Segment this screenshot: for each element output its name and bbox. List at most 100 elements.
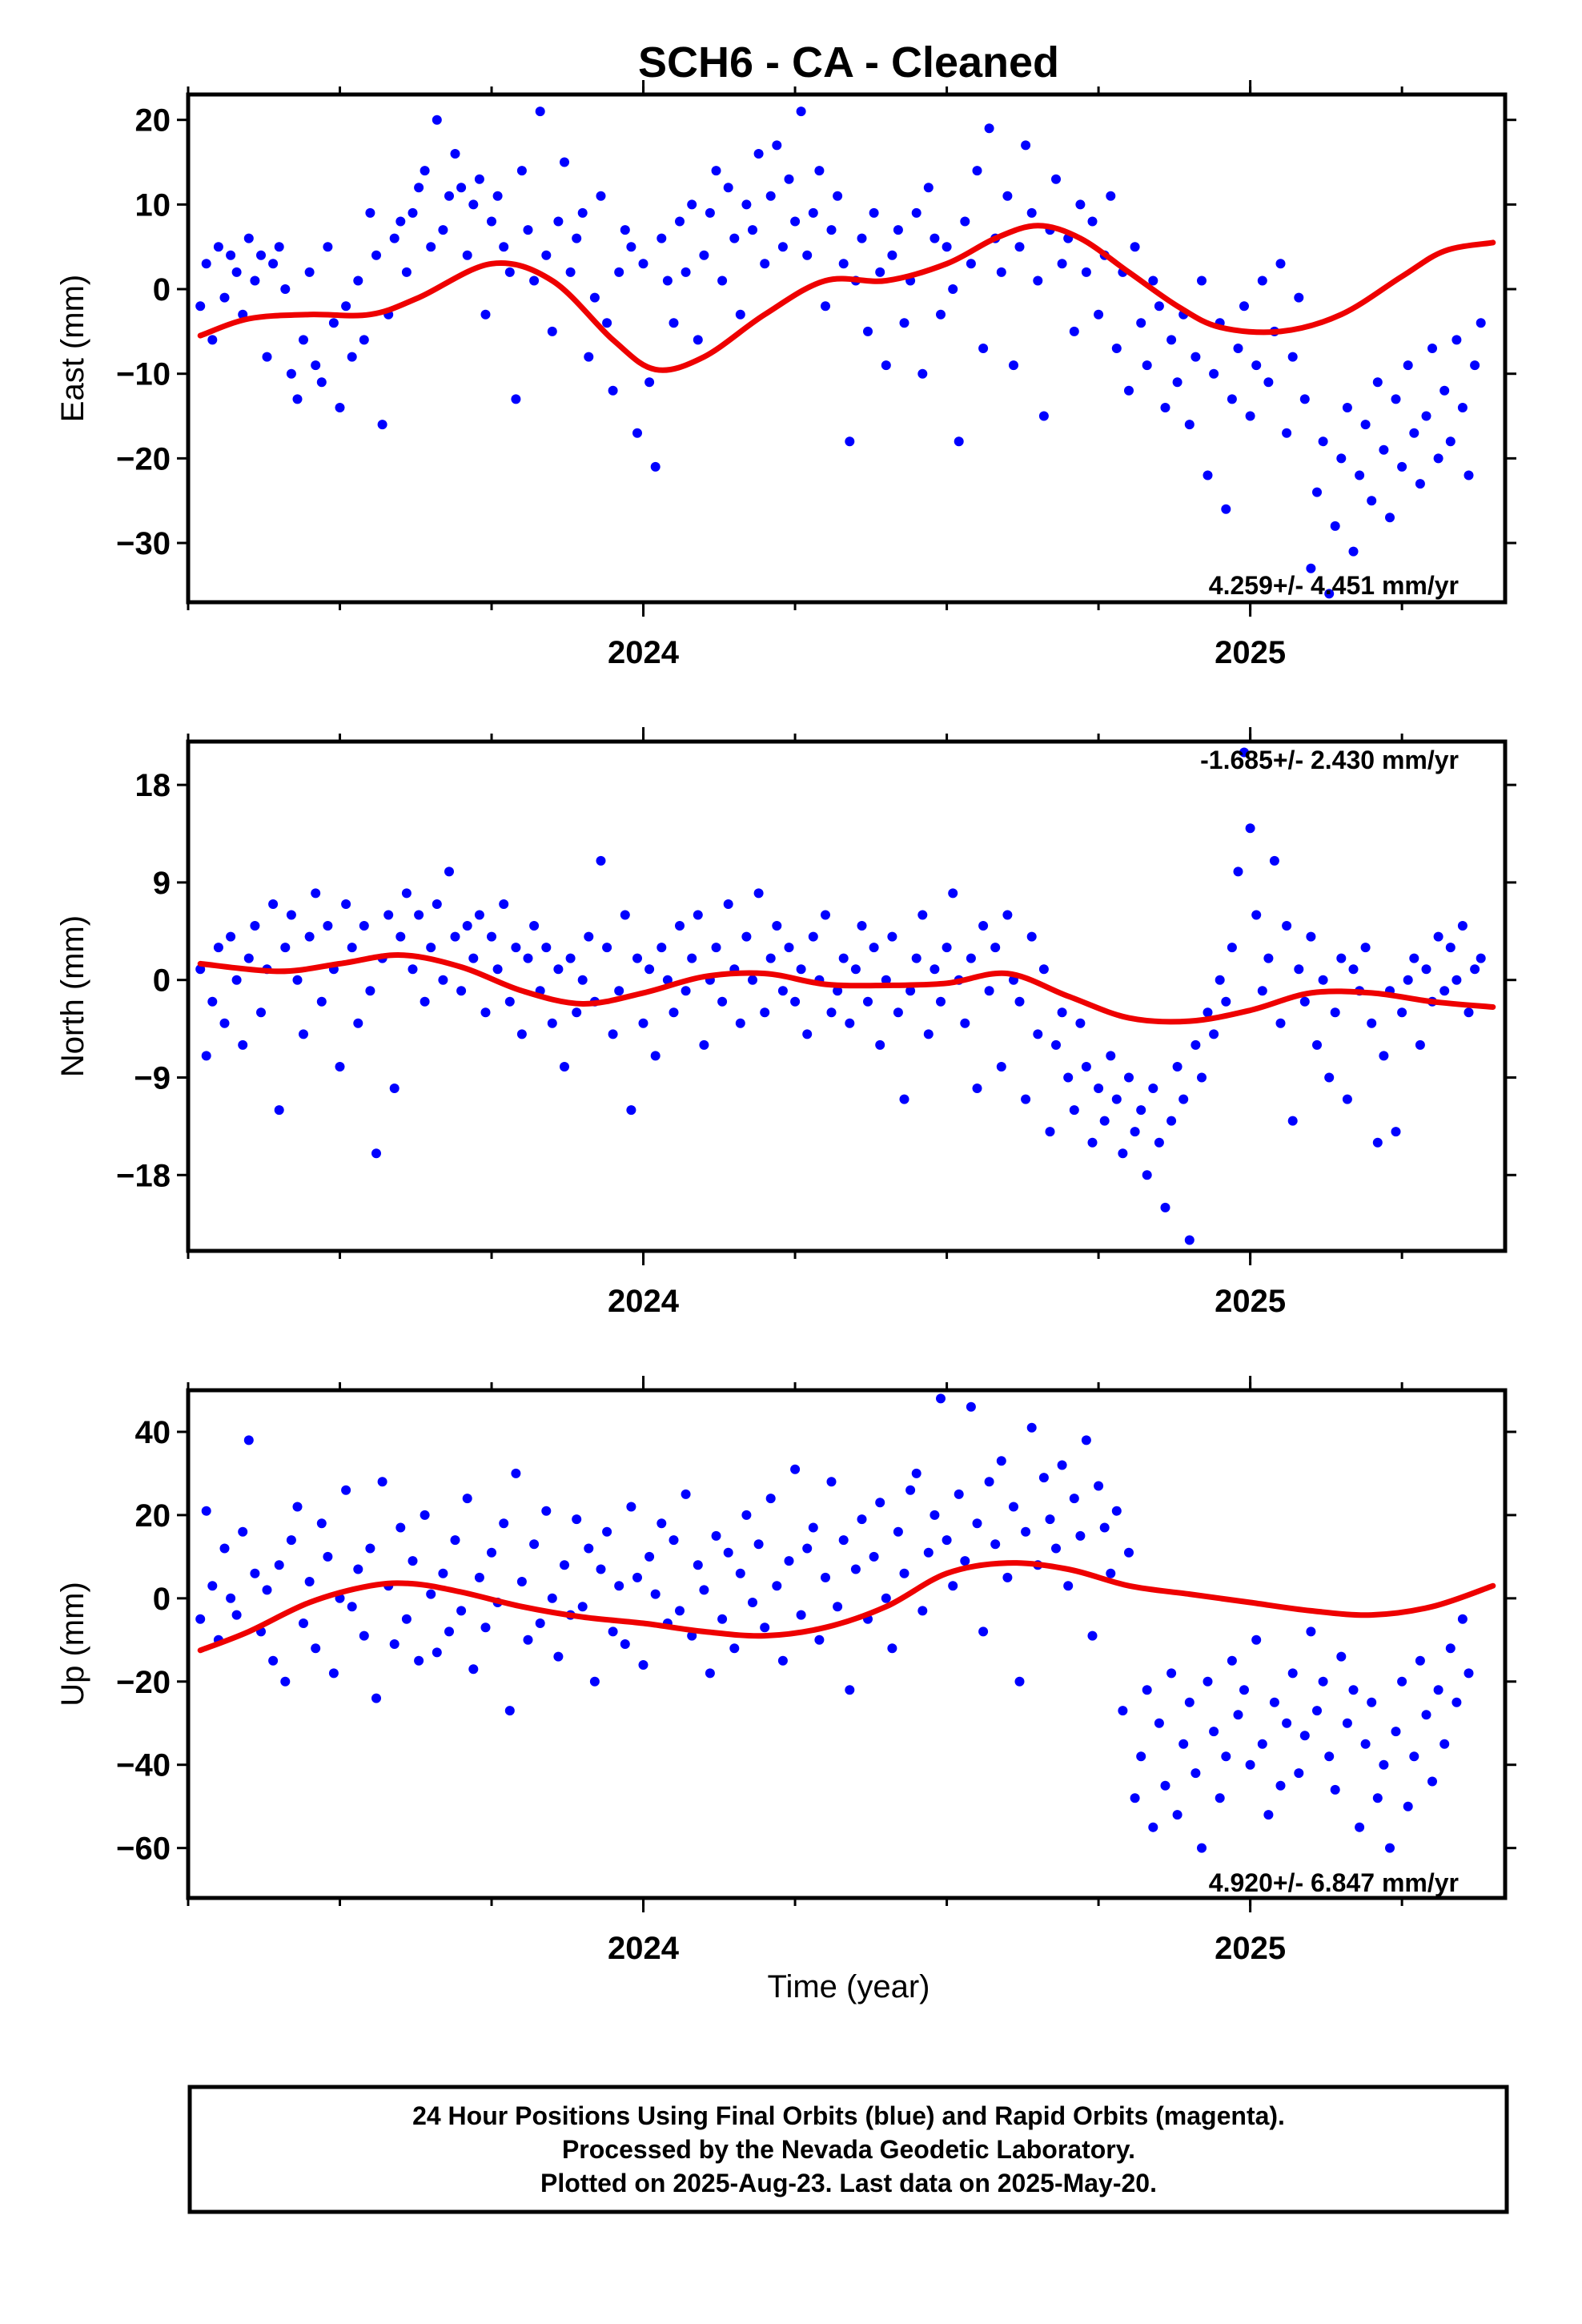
data-point (954, 1489, 964, 1499)
data-point (923, 1547, 934, 1558)
data-point (523, 953, 533, 963)
data-point (1287, 352, 1298, 362)
data-point (626, 1105, 636, 1116)
data-point (499, 899, 509, 909)
data-point (1360, 1739, 1371, 1749)
data-point (1142, 1170, 1152, 1180)
data-point (474, 1572, 484, 1582)
data-point (280, 1676, 291, 1687)
data-point (936, 1393, 946, 1404)
x-tick-label: 2024 (608, 1284, 680, 1319)
data-point (881, 360, 891, 371)
data-point (201, 1051, 211, 1061)
data-point (1439, 385, 1450, 396)
data-point (1464, 1007, 1474, 1018)
data-point (1233, 1710, 1243, 1720)
data-point (1191, 1039, 1201, 1050)
data-point (1452, 975, 1462, 985)
data-point (1197, 275, 1207, 286)
data-point (681, 986, 691, 996)
panel-north-fit (197, 952, 1496, 1025)
data-point (365, 207, 375, 218)
data-point (790, 1464, 801, 1474)
data-point (1379, 1759, 1389, 1770)
data-point (735, 309, 745, 320)
data-point (1445, 436, 1456, 447)
data-point (341, 301, 351, 312)
data-point (814, 1634, 825, 1645)
data-point (1227, 1655, 1237, 1666)
data-point (966, 259, 976, 269)
data-point (608, 1029, 618, 1039)
data-point (1233, 866, 1243, 877)
data-point (371, 1148, 381, 1159)
data-point (1379, 444, 1389, 455)
data-point (516, 166, 527, 176)
data-point (784, 943, 794, 953)
data-point (219, 292, 230, 303)
data-point (487, 1547, 496, 1558)
data-point (328, 318, 339, 328)
data-point (893, 225, 903, 235)
data-point (1299, 1731, 1310, 1741)
y-tick-label: −20 (116, 441, 171, 476)
data-point (1397, 1676, 1407, 1687)
data-point (826, 225, 837, 235)
data-point (996, 1456, 1006, 1466)
data-point (1403, 1801, 1413, 1811)
data-point (560, 1560, 569, 1570)
data-point (323, 242, 333, 252)
data-point (1257, 275, 1267, 286)
data-point (1312, 1039, 1322, 1050)
data-point (577, 207, 588, 218)
data-point (1184, 1235, 1195, 1245)
data-point (1063, 1581, 1074, 1591)
data-point (644, 964, 655, 975)
x-tick-label: 2025 (1215, 1284, 1286, 1319)
data-point (213, 943, 223, 953)
panel-east-ylabel: East (mm) (55, 275, 90, 422)
data-point (978, 344, 989, 353)
data-point (1245, 411, 1255, 421)
data-point (1118, 1706, 1128, 1716)
data-point (480, 309, 491, 320)
data-point (1403, 975, 1413, 985)
data-point (1203, 1007, 1213, 1018)
data-point (1360, 943, 1371, 953)
data-point (1002, 1572, 1013, 1582)
data-point (1312, 487, 1322, 497)
data-point (960, 1556, 970, 1566)
x-axis-label: Time (year) (768, 1969, 930, 2004)
data-point (347, 943, 357, 953)
data-point (462, 1494, 472, 1504)
data-point (596, 191, 606, 201)
data-point (741, 199, 752, 210)
data-point (468, 1664, 479, 1675)
data-point (984, 123, 994, 134)
data-point (274, 242, 284, 252)
data-point (1245, 1759, 1255, 1770)
data-point (833, 1602, 843, 1612)
data-point (705, 1668, 715, 1679)
data-point (602, 1526, 612, 1537)
data-point (1275, 259, 1286, 269)
data-point (243, 953, 254, 963)
panel-east-points (195, 107, 1486, 599)
data-point (268, 1655, 279, 1666)
fit-line (197, 1560, 1496, 1654)
data-point (1372, 1793, 1383, 1803)
panel-north-points (195, 747, 1486, 1245)
data-point (286, 910, 296, 920)
data-point (1178, 1739, 1189, 1749)
data-point (1294, 964, 1304, 975)
y-tick-label: −40 (116, 1748, 171, 1783)
data-point (323, 1551, 333, 1562)
data-point (1221, 996, 1231, 1007)
data-point (748, 225, 757, 235)
data-point (911, 1468, 921, 1478)
data-point (1160, 403, 1170, 412)
data-point (1203, 1676, 1213, 1687)
data-point (1263, 377, 1274, 388)
data-point (723, 183, 733, 193)
